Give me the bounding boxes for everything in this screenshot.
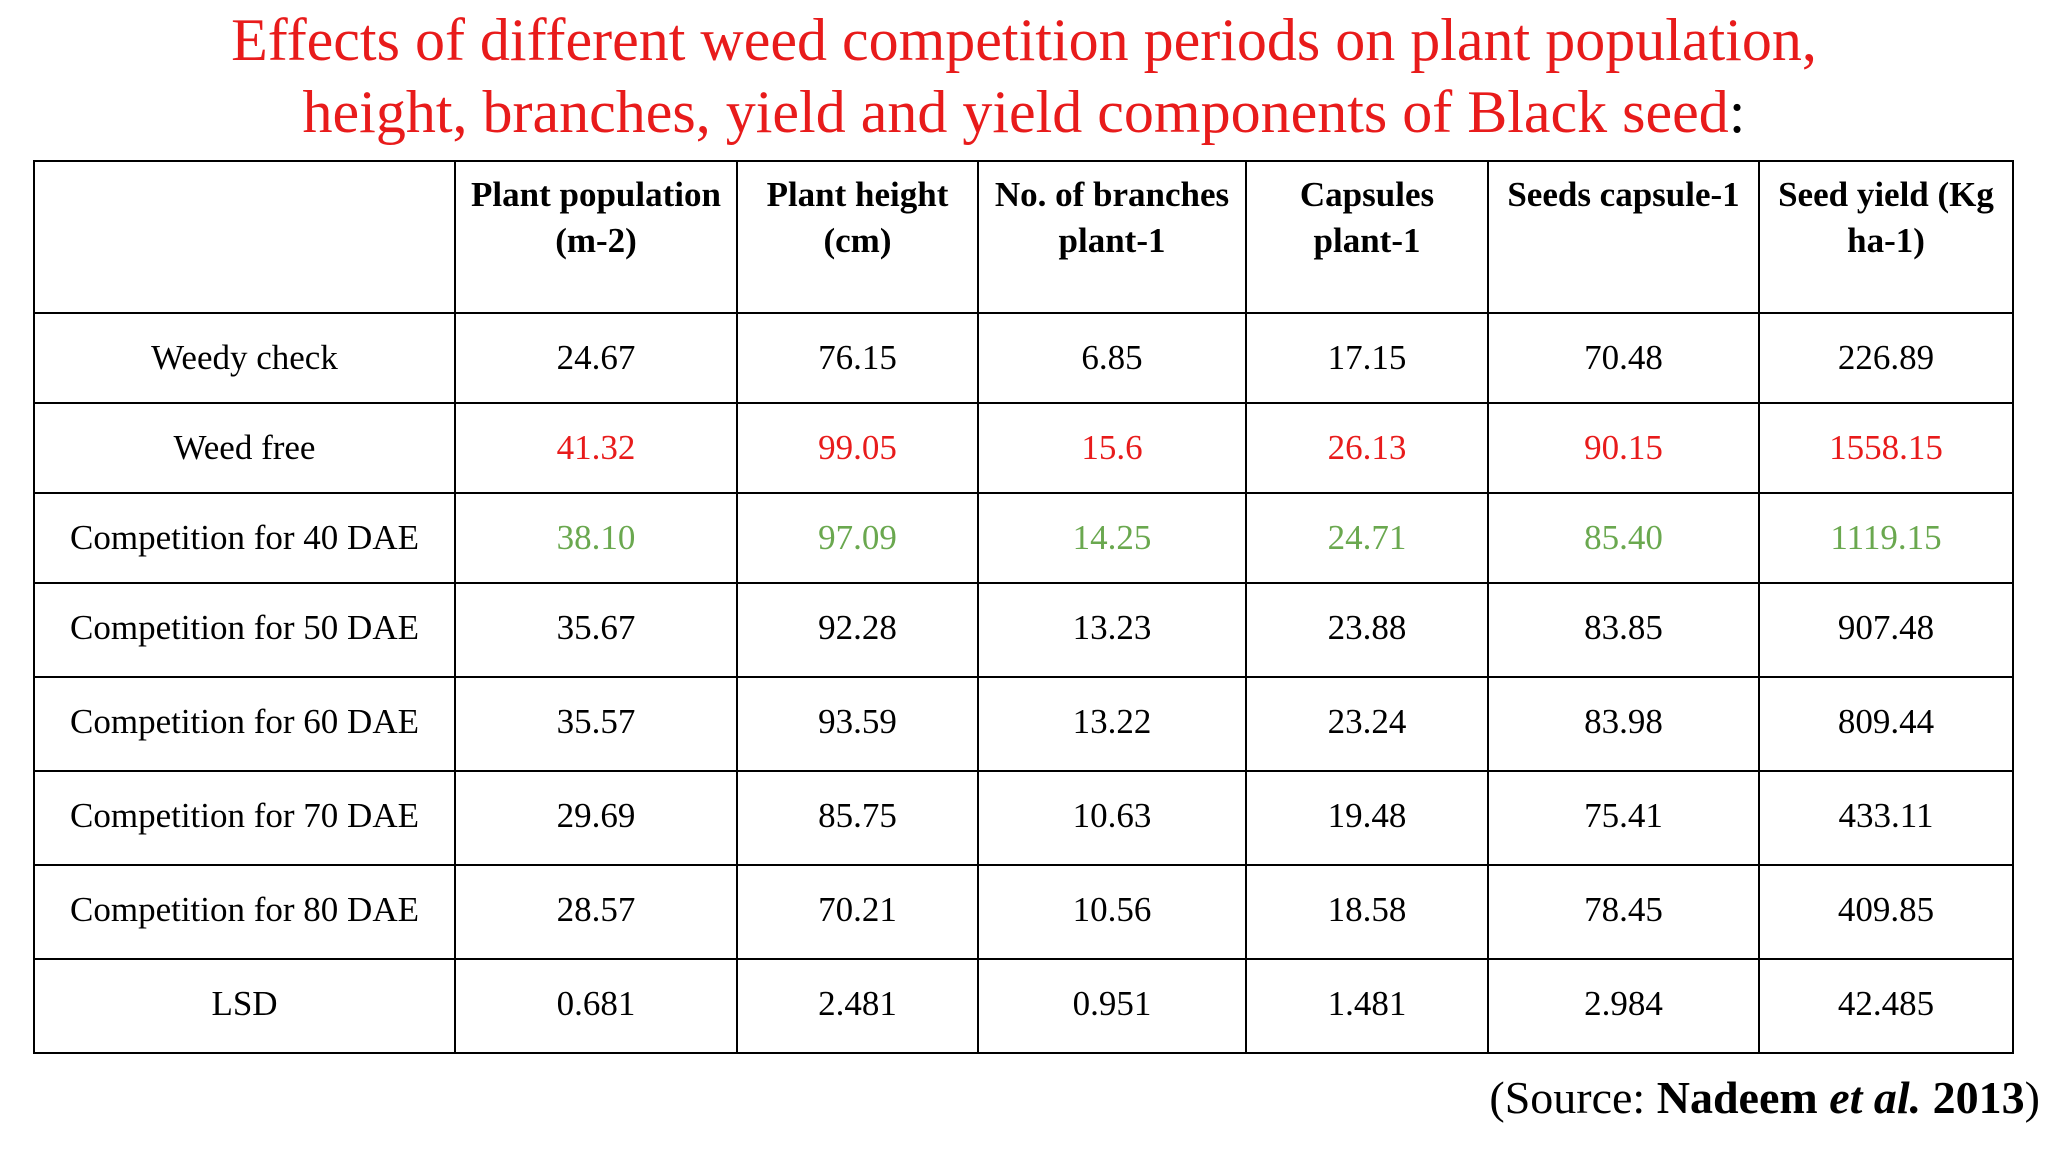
table-row: LSD 0.681 2.481 0.951 1.481 2.984 42.485 bbox=[33, 958, 2014, 1054]
table-cell: 83.98 bbox=[1487, 676, 1760, 772]
table-cell: 18.58 bbox=[1245, 864, 1489, 960]
table-cell: 409.85 bbox=[1758, 864, 2014, 960]
table-cell: 13.22 bbox=[977, 676, 1247, 772]
table-cell: 78.45 bbox=[1487, 864, 1760, 960]
table-cell: 6.85 bbox=[977, 312, 1247, 404]
table-cell: 92.28 bbox=[736, 582, 979, 678]
table-cell: 29.69 bbox=[454, 770, 738, 866]
table-row: Weedy check 24.67 76.15 6.85 17.15 70.48 226.8… bbox=[33, 312, 2014, 404]
row-label: Competition for 50 DAE bbox=[33, 582, 456, 678]
table-cell: 13.23 bbox=[977, 582, 1247, 678]
table-cell: 907.48 bbox=[1758, 582, 2014, 678]
table-cell: 17.15 bbox=[1245, 312, 1489, 404]
table-cell: 42.485 bbox=[1758, 958, 2014, 1054]
title-colon: : bbox=[1728, 79, 1746, 145]
table-cell: 226.89 bbox=[1758, 312, 2014, 404]
source-prefix: (Source: bbox=[1489, 1072, 1657, 1123]
table-cell: 70.21 bbox=[736, 864, 979, 960]
table-cell: 76.15 bbox=[736, 312, 979, 404]
table-row: Weed free 41.32 99.05 15.6 26.13 90.15 1558.15 bbox=[33, 402, 2014, 494]
table-cell: 809.44 bbox=[1758, 676, 2014, 772]
table-cell: 24.67 bbox=[454, 312, 738, 404]
table-cell: 2.984 bbox=[1487, 958, 1760, 1054]
source-citation: (Source: Nadeem et al. 2013) bbox=[1489, 1068, 2040, 1128]
table-cell: 99.05 bbox=[736, 402, 979, 494]
table-cell: 26.13 bbox=[1245, 402, 1489, 494]
table-row: Competition for 80 DAE 28.57 70.21 10.56 18.… bbox=[33, 864, 2014, 960]
table-cell: 19.48 bbox=[1245, 770, 1489, 866]
table-cell: 14.25 bbox=[977, 492, 1247, 584]
title-line-2: height, branches, yield and yield compon… bbox=[0, 76, 2048, 148]
slide-title: Effects of different weed competition pe… bbox=[0, 4, 2048, 148]
table-cell: 2.481 bbox=[736, 958, 979, 1054]
row-label: Weed free bbox=[33, 402, 456, 494]
table-cell: 83.85 bbox=[1487, 582, 1760, 678]
header-cell-branches: No. of branches plant-1 bbox=[977, 160, 1247, 314]
source-etal: et al. bbox=[1829, 1072, 1922, 1123]
header-cell-treatment bbox=[33, 160, 456, 314]
table-cell: 23.88 bbox=[1245, 582, 1489, 678]
row-label: Competition for 40 DAE bbox=[33, 492, 456, 584]
source-authors: Nadeem bbox=[1656, 1072, 1830, 1123]
table-header-row: Plant population (m-2) Plant height (cm)… bbox=[33, 160, 2014, 314]
table-cell: 41.32 bbox=[454, 402, 738, 494]
table-cell: 85.40 bbox=[1487, 492, 1760, 584]
results-table: Plant population (m-2) Plant height (cm)… bbox=[33, 160, 2014, 1054]
header-cell-plant-population: Plant population (m-2) bbox=[454, 160, 738, 314]
table-cell: 35.57 bbox=[454, 676, 738, 772]
header-cell-seeds-capsule: Seeds capsule-1 bbox=[1487, 160, 1760, 314]
table-cell: 70.48 bbox=[1487, 312, 1760, 404]
table-cell: 1.481 bbox=[1245, 958, 1489, 1054]
table-cell: 97.09 bbox=[736, 492, 979, 584]
row-label: LSD bbox=[33, 958, 456, 1054]
table-row: Competition for 40 DAE 38.10 97.09 14.25 24.… bbox=[33, 492, 2014, 584]
table-cell: 38.10 bbox=[454, 492, 738, 584]
row-label: Competition for 80 DAE bbox=[33, 864, 456, 960]
row-label: Competition for 70 DAE bbox=[33, 770, 456, 866]
table-cell: 1558.15 bbox=[1758, 402, 2014, 494]
table-cell: 10.56 bbox=[977, 864, 1247, 960]
header-cell-seed-yield: Seed yield (Kg ha-1) bbox=[1758, 160, 2014, 314]
row-label: Weedy check bbox=[33, 312, 456, 404]
table-cell: 75.41 bbox=[1487, 770, 1760, 866]
table-cell: 93.59 bbox=[736, 676, 979, 772]
table-cell: 28.57 bbox=[454, 864, 738, 960]
row-label: Competition for 60 DAE bbox=[33, 676, 456, 772]
table-cell: 0.681 bbox=[454, 958, 738, 1054]
title-line-1: Effects of different weed competition pe… bbox=[231, 7, 1817, 73]
table-cell: 90.15 bbox=[1487, 402, 1760, 494]
table-cell: 433.11 bbox=[1758, 770, 2014, 866]
table-cell: 0.951 bbox=[977, 958, 1247, 1054]
table-cell: 1119.15 bbox=[1758, 492, 2014, 584]
table-cell: 85.75 bbox=[736, 770, 979, 866]
table-row: Competition for 50 DAE 35.67 92.28 13.23 23.… bbox=[33, 582, 2014, 678]
table-cell: 35.67 bbox=[454, 582, 738, 678]
table-row: Competition for 70 DAE 29.69 85.75 10.63 19.… bbox=[33, 770, 2014, 866]
source-year: 2013 bbox=[1921, 1072, 2025, 1123]
table-cell: 15.6 bbox=[977, 402, 1247, 494]
table-cell: 10.63 bbox=[977, 770, 1247, 866]
table-body: Weedy check 24.67 76.15 6.85 17.15 70.48 226.8… bbox=[33, 312, 2014, 1054]
header-cell-capsules: Capsules plant-1 bbox=[1245, 160, 1489, 314]
header-cell-plant-height: Plant height (cm) bbox=[736, 160, 979, 314]
source-suffix: ) bbox=[2024, 1072, 2040, 1123]
table-cell: 24.71 bbox=[1245, 492, 1489, 584]
table-row: Competition for 60 DAE 35.57 93.59 13.22 23.… bbox=[33, 676, 2014, 772]
title-line-2-text: height, branches, yield and yield compon… bbox=[302, 79, 1729, 145]
table-cell: 23.24 bbox=[1245, 676, 1489, 772]
